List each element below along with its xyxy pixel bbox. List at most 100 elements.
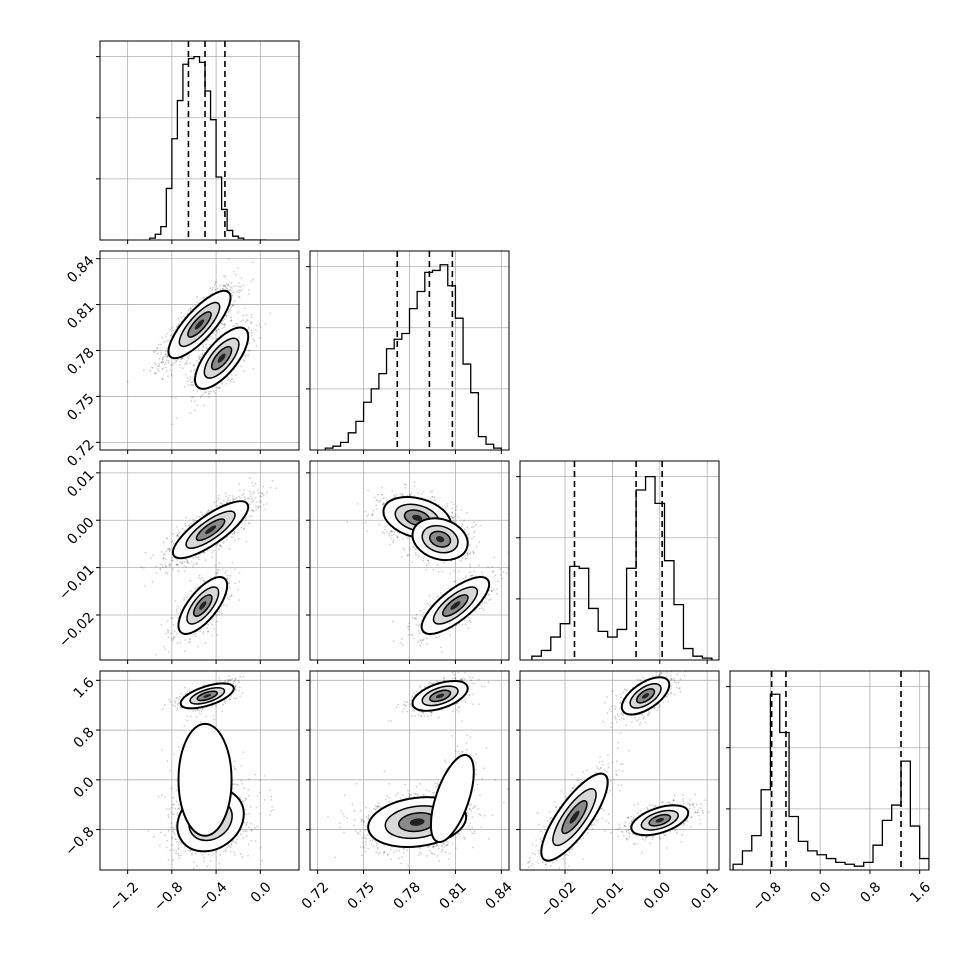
scatter-point xyxy=(171,638,173,640)
scatter-point xyxy=(407,555,409,557)
scatter-point xyxy=(216,620,219,623)
scatter-point xyxy=(238,571,241,574)
scatter-point xyxy=(417,492,419,494)
scatter-point xyxy=(157,343,160,346)
scatter-point xyxy=(243,523,246,526)
scatter-point xyxy=(252,484,255,487)
scatter-point xyxy=(171,363,174,366)
scatter-point xyxy=(165,565,168,568)
scatter-point xyxy=(231,294,234,297)
scatter-point xyxy=(407,536,409,538)
scatter-point xyxy=(218,544,221,547)
scatter-point xyxy=(237,311,240,314)
scatter-point xyxy=(161,566,164,569)
scatter-point xyxy=(258,505,260,507)
scatter-point xyxy=(198,355,201,358)
scatter-point xyxy=(172,638,175,640)
scatter-point xyxy=(450,501,453,503)
scatter-point xyxy=(466,551,469,554)
scatter-point xyxy=(367,489,369,492)
panel-content xyxy=(310,251,509,450)
scatter-point xyxy=(213,501,216,504)
scatter-point xyxy=(464,557,467,560)
scatter-point xyxy=(216,633,219,636)
scatter-point xyxy=(169,328,171,331)
scatter-point xyxy=(165,361,167,364)
scatter-point xyxy=(225,538,228,541)
scatter-point xyxy=(415,548,417,551)
scatter-point xyxy=(199,358,201,361)
scatter-point xyxy=(390,534,393,537)
scatter-point xyxy=(164,353,167,356)
scatter-point xyxy=(154,350,157,352)
scatter-point xyxy=(167,548,170,551)
scatter-point xyxy=(231,533,234,535)
scatter-point xyxy=(168,550,171,552)
scatter-point xyxy=(218,613,221,616)
histogram-step xyxy=(149,55,266,240)
scatter-point xyxy=(175,633,178,635)
scatter-point xyxy=(207,392,210,395)
scatter-point xyxy=(193,633,196,636)
scatter-point xyxy=(259,326,262,328)
scatter-point xyxy=(185,516,188,519)
scatter-point xyxy=(165,347,168,350)
scatter-point xyxy=(227,499,229,502)
scatter-point xyxy=(165,571,168,574)
scatter-point xyxy=(181,357,184,360)
scatter-point xyxy=(460,509,463,511)
panel-2-0: −0.02−0.010.000.01 xyxy=(56,460,300,664)
panel-0-0 xyxy=(96,40,300,244)
scatter-point xyxy=(175,534,178,537)
scatter-point xyxy=(211,286,214,289)
scatter-point xyxy=(216,504,219,507)
scatter-point xyxy=(183,561,186,563)
scatter-point xyxy=(391,531,394,533)
scatter-point xyxy=(187,308,190,311)
scatter-point xyxy=(200,511,202,514)
scatter-point xyxy=(175,416,178,419)
scatter-point xyxy=(235,497,238,499)
contour-level xyxy=(199,601,207,610)
scatter-point xyxy=(479,524,482,527)
scatter-point xyxy=(158,363,161,365)
scatter-point xyxy=(198,515,201,518)
scatter-point xyxy=(257,506,260,508)
scatter-point xyxy=(250,495,252,498)
scatter-point xyxy=(176,605,179,608)
scatter-point xyxy=(392,494,395,497)
scatter-point xyxy=(459,559,462,562)
scatter-point xyxy=(201,576,204,579)
scatter-point xyxy=(451,515,454,518)
scatter-point xyxy=(429,497,432,500)
scatter-point xyxy=(238,289,241,292)
scatter-point xyxy=(180,562,183,564)
scatter-point xyxy=(463,520,465,522)
scatter-point xyxy=(217,497,220,500)
scatter-point xyxy=(160,353,163,356)
scatter-point xyxy=(196,389,199,392)
scatter-point xyxy=(425,568,428,571)
scatter-point xyxy=(239,496,242,499)
scatter-point xyxy=(248,289,250,291)
scatter-point xyxy=(451,517,454,519)
scatter-point xyxy=(227,582,230,585)
scatter-point xyxy=(152,350,155,352)
scatter-point xyxy=(406,537,409,540)
scatter-point xyxy=(261,492,264,495)
scatter-point xyxy=(183,650,186,653)
scatter-point xyxy=(229,308,232,311)
scatter-point xyxy=(250,493,252,495)
scatter-point xyxy=(167,629,170,632)
scatter-point xyxy=(236,323,239,325)
scatter-point xyxy=(161,377,164,380)
scatter-point xyxy=(231,495,234,498)
scatter-point xyxy=(190,381,193,384)
scatter-point xyxy=(405,483,407,486)
scatter-point xyxy=(168,564,171,567)
scatter-point xyxy=(223,499,225,502)
scatter-point xyxy=(176,559,179,561)
scatter-point xyxy=(251,509,254,512)
scatter-point xyxy=(260,492,263,494)
scatter-point xyxy=(174,600,177,602)
